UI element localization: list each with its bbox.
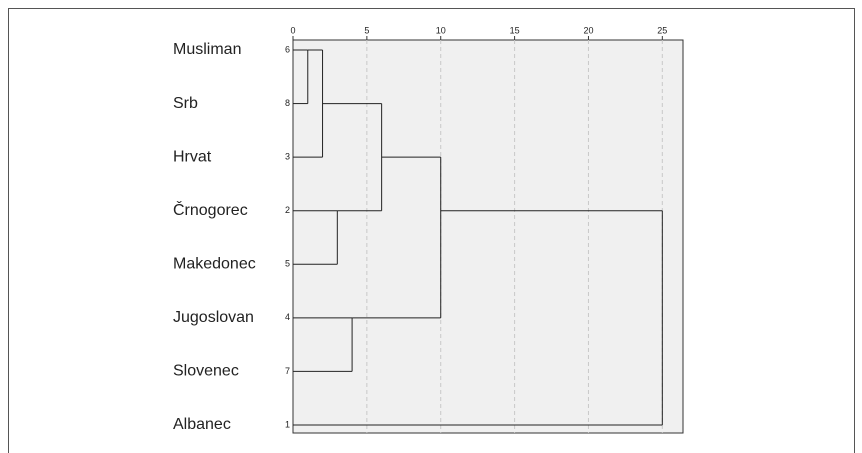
leaf-id: 3 (285, 152, 290, 162)
x-tick-label: 15 (510, 25, 520, 35)
leaf-id: 7 (285, 366, 290, 376)
leaf-label: Makedonec (173, 256, 256, 273)
x-tick-label: 25 (657, 25, 667, 35)
leaf-label: Jugoslovan (173, 309, 254, 326)
plot-area (292, 39, 684, 434)
leaf-label: Srb (173, 95, 198, 112)
leaf-label: Musliman (173, 41, 241, 58)
leaf-id: 1 (285, 419, 290, 429)
leaf-id: 2 (285, 205, 290, 215)
x-tick-label: 5 (364, 25, 369, 35)
x-tick-label: 0 (290, 25, 295, 35)
leaf-id: 6 (285, 44, 290, 54)
leaf-label: Slovenec (173, 363, 239, 380)
leaf-id: 8 (285, 98, 290, 108)
x-tick-label: 10 (436, 25, 446, 35)
x-tick-label: 20 (583, 25, 593, 35)
leaf-label: Albanec (173, 416, 231, 433)
leaf-label: Hrvat (173, 148, 212, 165)
leaf-id: 5 (285, 259, 290, 269)
leaf-label: Črnogorec (173, 200, 248, 219)
leaf-id: 4 (285, 312, 290, 322)
frame (8, 8, 855, 453)
